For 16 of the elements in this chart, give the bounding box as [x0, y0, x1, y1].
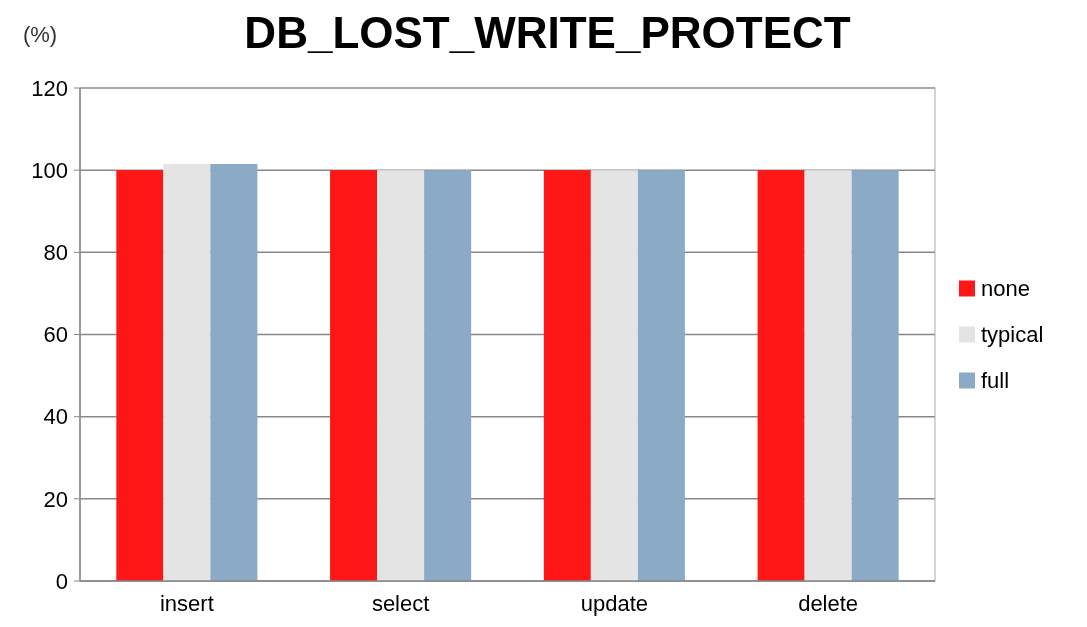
y-tick-label: 60 [43, 322, 68, 348]
y-tick-label: 20 [43, 486, 68, 512]
legend-label: typical [981, 322, 1044, 348]
y-tick-label: 0 [55, 568, 68, 594]
y-tick-label: 120 [31, 75, 68, 101]
x-tick-label: select [371, 591, 430, 616]
x-tick-label: update [580, 591, 649, 616]
y-tick-label: 40 [43, 404, 68, 430]
y-axis-title: (%) [22, 22, 58, 47]
y-tick-label: 80 [43, 240, 68, 266]
x-tick-label: delete [798, 591, 859, 616]
x-tick-label: insert [159, 591, 214, 616]
legend-label: full [981, 368, 1010, 394]
legend-label: none [981, 276, 1030, 302]
chart-title: DB_LOST_WRITE_PROTECT [244, 8, 851, 57]
y-tick-label: 100 [31, 157, 68, 183]
